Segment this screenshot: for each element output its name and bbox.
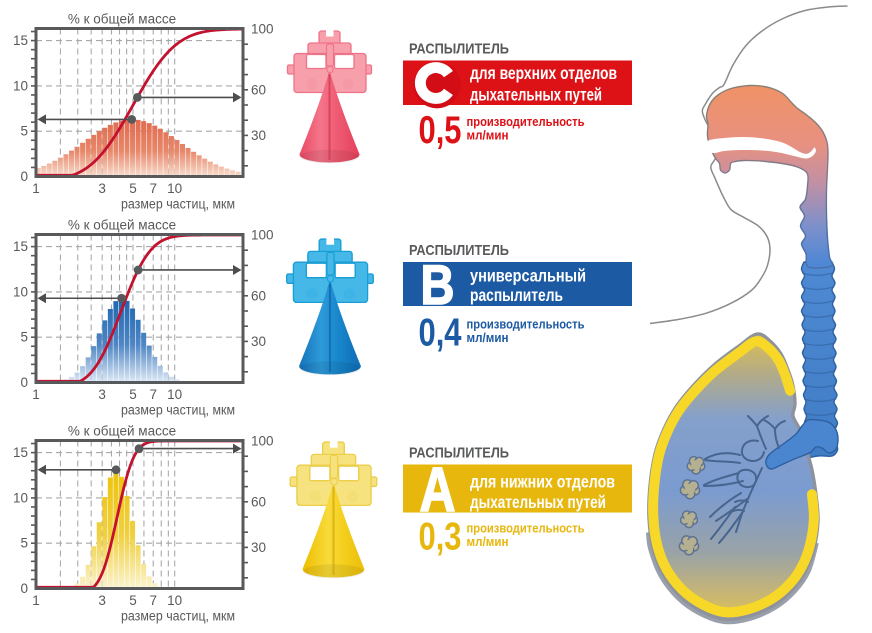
svg-text:производительность: производительность: [467, 318, 585, 332]
svg-text:дыхательных путей: дыхательных путей: [470, 85, 602, 105]
svg-text:производительность: производительность: [467, 115, 585, 129]
svg-text:B: B: [421, 253, 455, 316]
svg-text:1: 1: [32, 387, 40, 402]
svg-text:для верхних отделов: для верхних отделов: [470, 63, 617, 83]
svg-text:7: 7: [149, 181, 157, 196]
svg-text:1: 1: [32, 593, 40, 608]
svg-text:0,3: 0,3: [419, 516, 462, 559]
svg-text:распылитель: распылитель: [470, 285, 563, 305]
svg-text:размер частиц, мкм: размер частиц, мкм: [121, 197, 235, 212]
svg-text:30: 30: [251, 334, 266, 349]
svg-text:10: 10: [167, 593, 182, 608]
svg-text:РАСПЫЛИТЕЛЬ: РАСПЫЛИТЕЛЬ: [409, 242, 509, 259]
svg-text:7: 7: [149, 593, 157, 608]
svg-text:% к общей массе: % к общей массе: [68, 424, 176, 439]
svg-text:15: 15: [13, 445, 28, 460]
svg-text:0,5: 0,5: [419, 109, 462, 152]
svg-text:5: 5: [20, 330, 28, 345]
svg-text:% к общей массе: % к общей массе: [68, 218, 176, 233]
svg-text:0: 0: [20, 581, 28, 596]
svg-text:100: 100: [251, 22, 274, 37]
svg-text:100: 100: [251, 228, 274, 243]
svg-text:5: 5: [129, 593, 137, 608]
svg-text:10: 10: [13, 490, 28, 505]
svg-text:% к общей массе: % к общей массе: [68, 12, 176, 27]
svg-text:10: 10: [13, 78, 28, 93]
svg-text:РАСПЫЛИТЕЛЬ: РАСПЫЛИТЕЛЬ: [409, 41, 509, 58]
svg-text:1: 1: [32, 181, 40, 196]
svg-text:60: 60: [251, 82, 266, 97]
svg-text:для нижних отделов: для нижних отделов: [470, 472, 615, 492]
svg-text:3: 3: [98, 181, 106, 196]
svg-text:0,4: 0,4: [419, 312, 462, 355]
svg-text:60: 60: [251, 494, 266, 509]
svg-text:мл/мин: мл/мин: [467, 129, 509, 143]
svg-text:РАСПЫЛИТЕЛЬ: РАСПЫЛИТЕЛЬ: [409, 445, 509, 462]
svg-text:10: 10: [13, 284, 28, 299]
svg-text:0: 0: [20, 169, 28, 184]
svg-text:5: 5: [20, 536, 28, 551]
svg-text:0: 0: [20, 375, 28, 390]
svg-text:5: 5: [129, 387, 137, 402]
svg-text:производительность: производительность: [467, 522, 585, 536]
svg-text:дыхательных путей: дыхательных путей: [470, 492, 606, 512]
svg-text:15: 15: [13, 33, 28, 48]
svg-text:мл/мин: мл/мин: [467, 331, 509, 345]
svg-text:3: 3: [98, 387, 106, 402]
svg-text:A: A: [420, 455, 456, 525]
svg-text:универсальный: универсальный: [470, 266, 586, 286]
svg-text:мл/мин: мл/мин: [467, 535, 509, 549]
svg-text:5: 5: [129, 181, 137, 196]
svg-text:3: 3: [98, 593, 106, 608]
svg-text:10: 10: [167, 387, 182, 402]
svg-text:30: 30: [251, 128, 266, 143]
svg-text:15: 15: [13, 239, 28, 254]
svg-text:60: 60: [251, 288, 266, 303]
svg-text:100: 100: [251, 434, 274, 449]
svg-text:10: 10: [167, 181, 182, 196]
svg-text:30: 30: [251, 540, 266, 555]
svg-text:5: 5: [20, 124, 28, 139]
svg-text:7: 7: [149, 387, 157, 402]
svg-text:размер частиц, мкм: размер частиц, мкм: [121, 403, 235, 418]
svg-text:размер частиц, мкм: размер частиц, мкм: [121, 609, 235, 624]
